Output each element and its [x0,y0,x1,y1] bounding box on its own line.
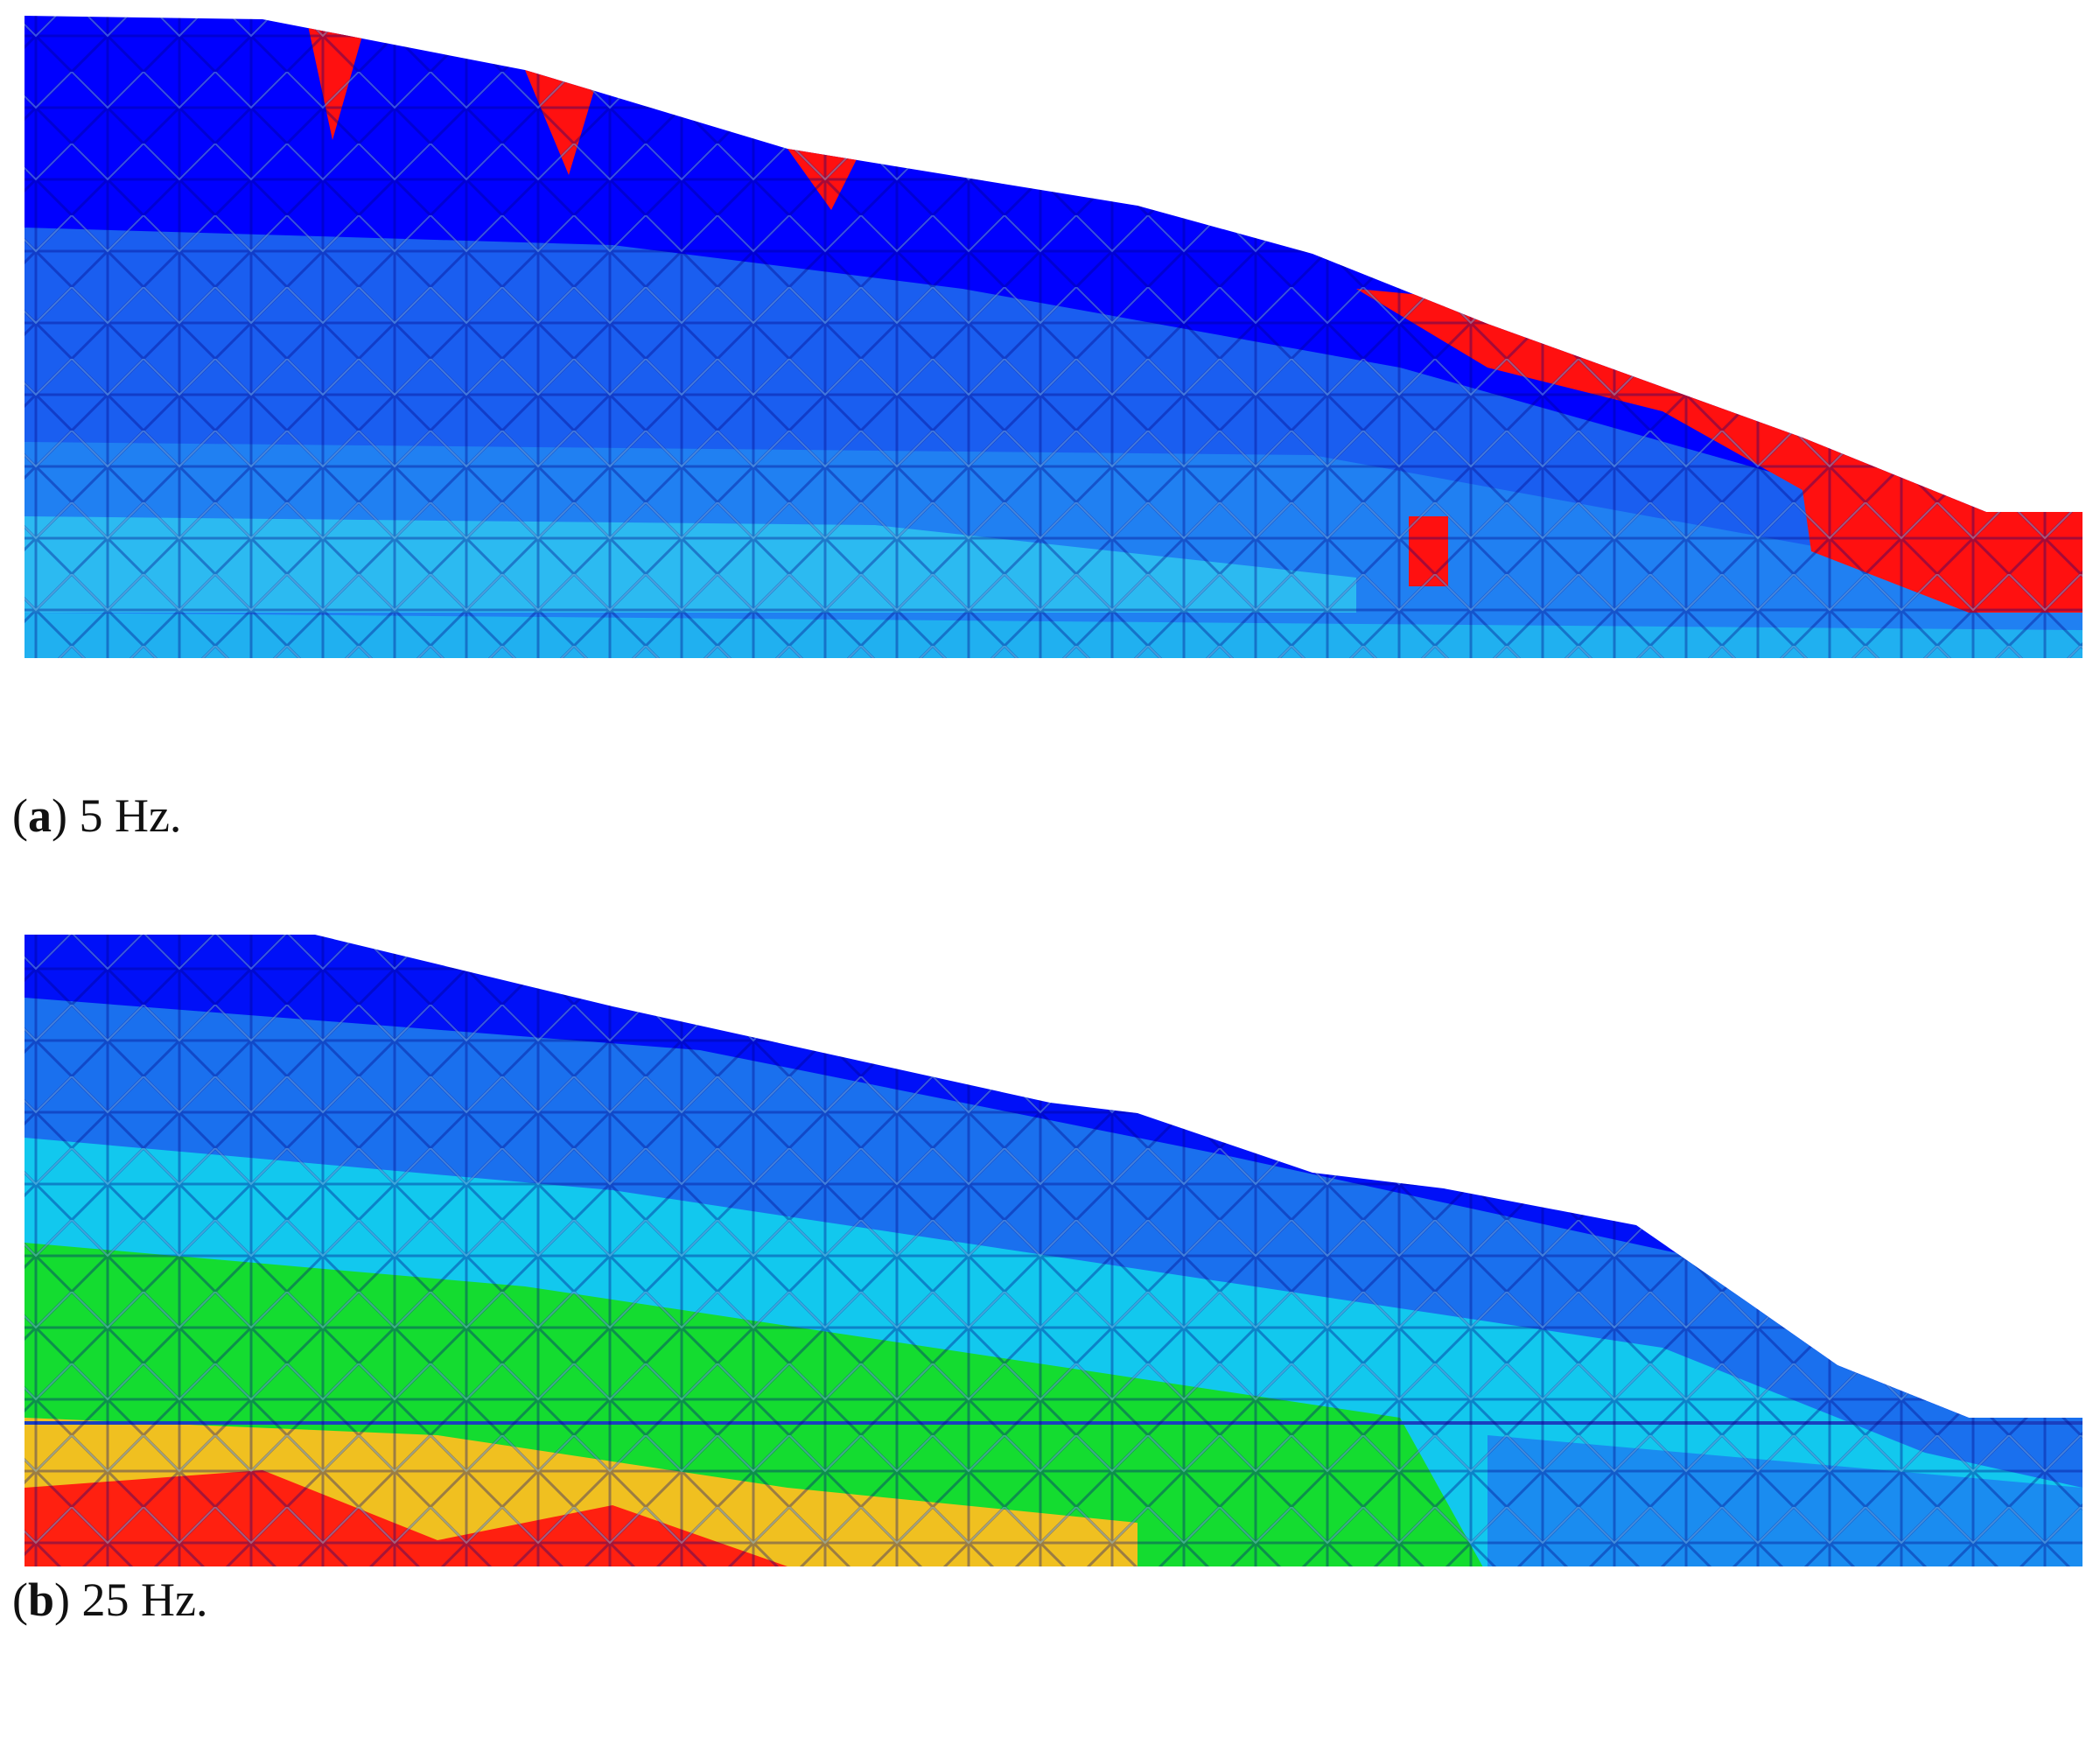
caption-label: b [28,1573,54,1626]
caption-a: (a) 5 Hz. [12,789,181,842]
caption-paren: ( [12,1573,28,1626]
caption-text: 25 Hz. [82,1573,208,1626]
caption-label: a [28,789,52,842]
contour-plot-b [24,935,2082,1566]
caption-b: (b) 25 Hz. [12,1573,207,1626]
caption-paren: ) [52,789,67,842]
caption-text: 5 Hz. [79,789,181,842]
contour-plot-a [24,16,2082,658]
caption-paren: ) [54,1573,70,1626]
caption-paren: ( [12,789,28,842]
